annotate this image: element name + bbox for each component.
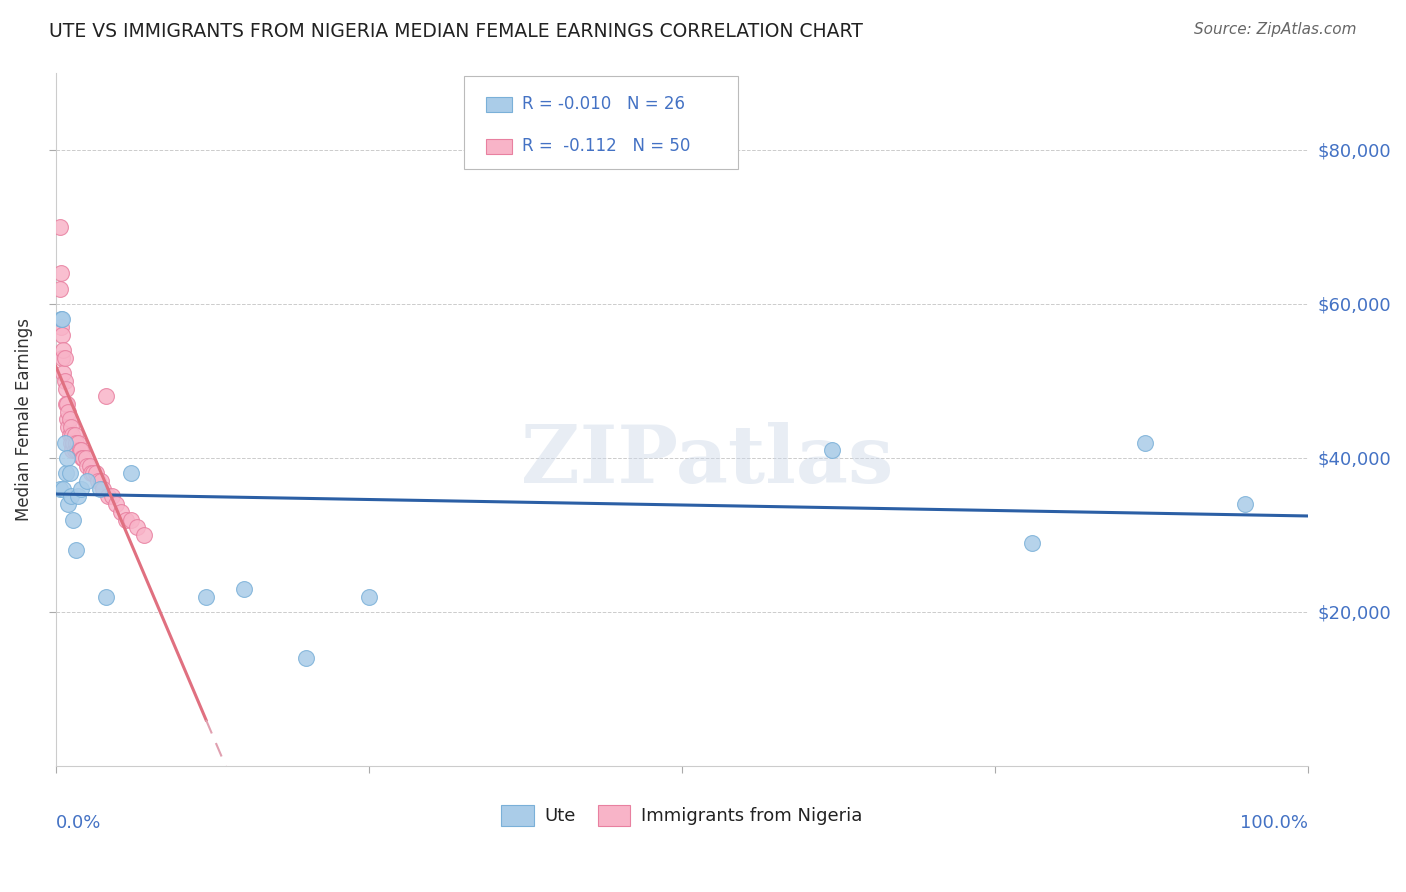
Point [51, 327, 73, 342]
Point [75, 450, 97, 465]
Text: UTE VS IMMIGRANTS FROM NIGERIA MEDIAN FEMALE EARNINGS CORRELATION CHART: UTE VS IMMIGRANTS FROM NIGERIA MEDIAN FE… [49, 22, 863, 41]
Text: 0.0%: 0.0% [56, 814, 101, 832]
Point [821, 443, 844, 458]
Point [110, 505, 132, 519]
Text: Source: ZipAtlas.com: Source: ZipAtlas.com [1194, 22, 1357, 37]
Point [1133, 435, 1156, 450]
Point [49, 320, 72, 334]
Point [76, 474, 98, 488]
Point [1021, 535, 1043, 549]
Point [120, 512, 142, 526]
Point [48, 482, 70, 496]
Point [56, 397, 79, 411]
Point [295, 651, 318, 665]
Point [53, 435, 76, 450]
Point [94, 389, 117, 403]
Point [65, 435, 87, 450]
Point [60, 443, 83, 458]
Point [70, 443, 93, 458]
Point [52, 343, 75, 358]
Point [93, 482, 115, 496]
Point [62, 435, 84, 450]
Point [232, 582, 254, 596]
Legend: Ute, Immigrants from Nigeria: Ute, Immigrants from Nigeria [494, 797, 869, 833]
Point [70, 450, 93, 465]
Point [59, 435, 82, 450]
Point [51, 351, 73, 365]
Point [55, 467, 77, 481]
Point [87, 474, 110, 488]
Point [101, 490, 124, 504]
Point [63, 427, 86, 442]
Point [80, 467, 103, 481]
Point [66, 443, 89, 458]
Point [67, 435, 90, 450]
Point [69, 443, 91, 458]
Point [55, 397, 77, 411]
Point [49, 312, 72, 326]
Point [84, 467, 107, 481]
Point [60, 427, 83, 442]
Point [89, 482, 111, 496]
Point [53, 374, 76, 388]
Point [59, 490, 82, 504]
Y-axis label: Median Female Earnings: Median Female Earnings [15, 318, 32, 521]
Point [115, 512, 138, 526]
Point [52, 366, 75, 380]
Point [76, 458, 98, 473]
Point [94, 590, 117, 604]
Point [72, 450, 94, 465]
Point [65, 543, 87, 558]
Text: 100.0%: 100.0% [1240, 814, 1308, 832]
Point [97, 490, 120, 504]
Point [59, 420, 82, 434]
Point [104, 497, 127, 511]
Point [59, 412, 82, 426]
Point [132, 528, 155, 542]
Point [59, 427, 82, 442]
Point [120, 467, 142, 481]
Point [70, 482, 93, 496]
Point [1233, 497, 1256, 511]
Point [59, 467, 82, 481]
Point [195, 590, 218, 604]
Point [62, 512, 84, 526]
Point [51, 312, 73, 326]
Point [63, 443, 86, 458]
Point [48, 281, 70, 295]
Point [82, 467, 104, 481]
Text: R =  -0.112   N = 50: R = -0.112 N = 50 [522, 137, 690, 155]
Point [56, 412, 79, 426]
Text: ZIPatlas: ZIPatlas [520, 422, 893, 500]
Point [127, 520, 149, 534]
Point [49, 266, 72, 280]
Text: R = -0.010   N = 26: R = -0.010 N = 26 [522, 95, 685, 113]
Point [58, 405, 80, 419]
Point [58, 420, 80, 434]
Point [90, 474, 112, 488]
Point [79, 458, 101, 473]
Point [58, 497, 80, 511]
Point [67, 490, 90, 504]
Point [52, 482, 75, 496]
Point [56, 450, 79, 465]
Point [357, 590, 380, 604]
Point [55, 382, 77, 396]
Point [48, 219, 70, 234]
Point [53, 351, 76, 365]
